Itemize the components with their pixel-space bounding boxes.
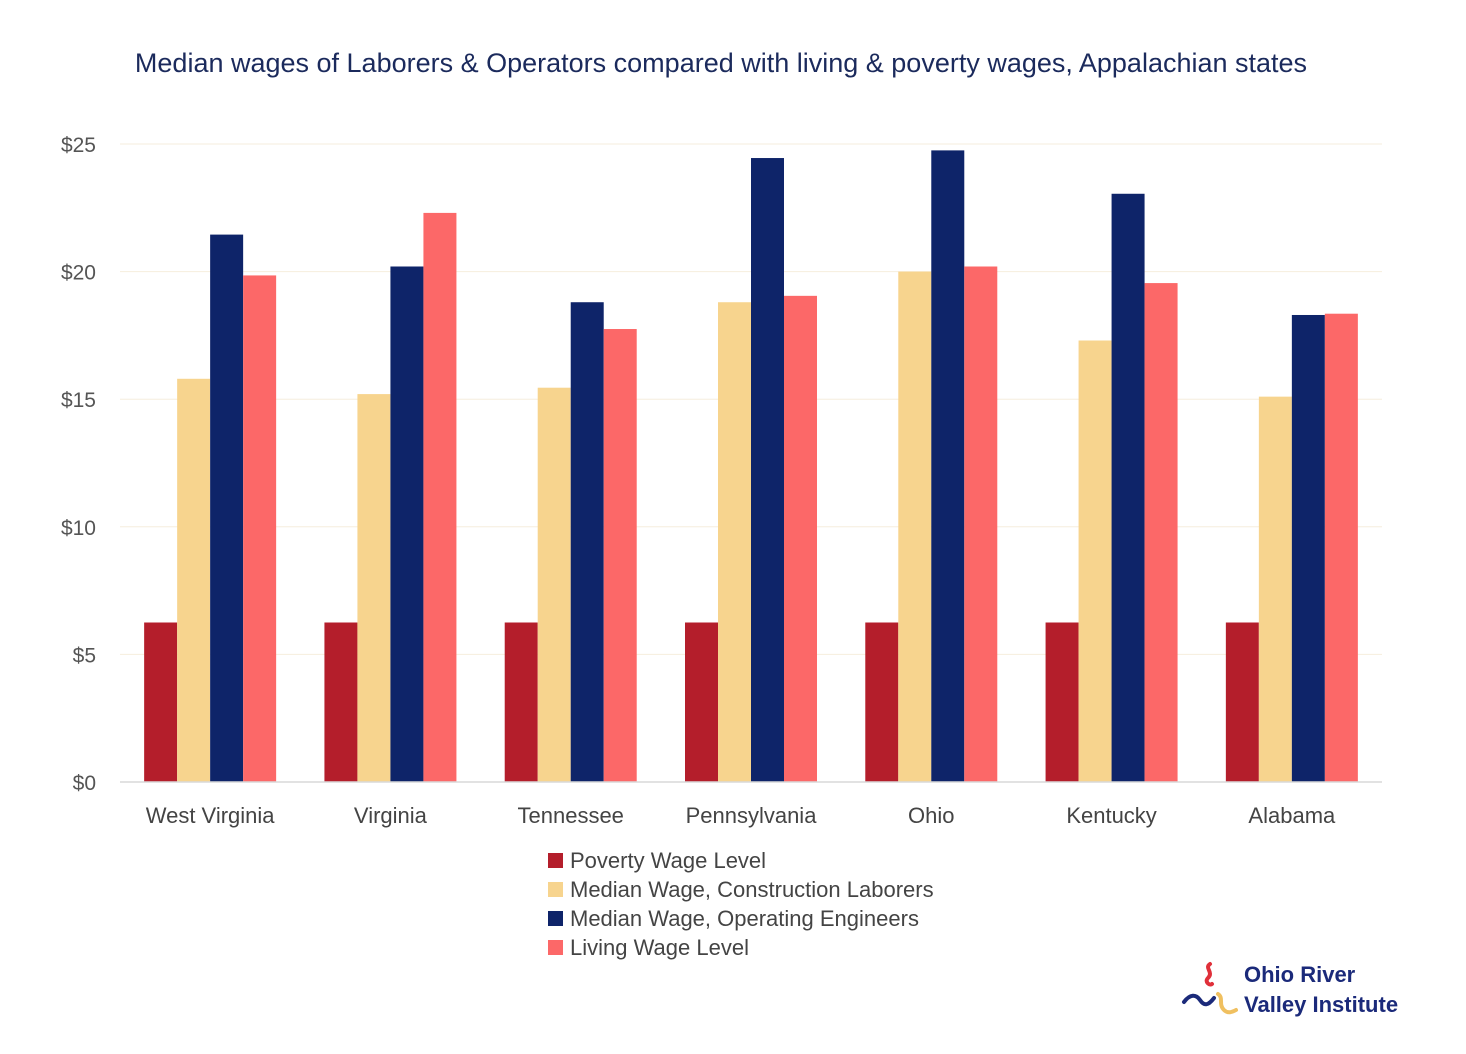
- bar: [1144, 283, 1178, 782]
- bar: [1078, 340, 1112, 782]
- logo-line-2: Valley Institute: [1244, 992, 1399, 1017]
- bar: [210, 234, 244, 782]
- y-axis-ticks: $0 $5 $10 $15 $20 $25: [61, 134, 96, 795]
- y-tick-label: $25: [61, 134, 96, 157]
- x-category-label: Pennsylvania: [686, 803, 818, 828]
- legend-swatch: [548, 911, 563, 926]
- bar: [423, 212, 457, 783]
- bar: [931, 150, 965, 782]
- ohio-river-valley-institute-logo: Ohio River Valley Institute: [1180, 958, 1420, 1028]
- bar: [570, 302, 604, 782]
- bar: [1258, 396, 1292, 782]
- legend-label: Poverty Wage Level: [570, 847, 767, 873]
- bar: [1324, 313, 1358, 782]
- legend-swatch: [548, 853, 563, 868]
- bar: [243, 275, 277, 782]
- legend-label: Median Wage, Construction Laborers: [570, 876, 934, 902]
- bar: [357, 394, 391, 782]
- y-tick-label: $20: [61, 262, 96, 285]
- bar: [504, 622, 538, 782]
- bar: [537, 387, 571, 782]
- x-category-label: Tennessee: [518, 803, 624, 828]
- x-category-label: Virginia: [354, 803, 428, 828]
- legend-item: Median Wage, Operating Engineers: [548, 904, 934, 933]
- y-tick-label: $10: [61, 517, 96, 540]
- river-logo-icon: [1182, 962, 1238, 1015]
- bar: [1225, 622, 1259, 782]
- x-category-label: Kentucky: [1066, 803, 1157, 828]
- x-category-label: Ohio: [908, 803, 954, 828]
- bar: [964, 266, 998, 783]
- y-tick-label: $15: [61, 389, 96, 412]
- y-tick-label: $5: [73, 644, 96, 667]
- bar: [784, 295, 817, 782]
- logo-line-1: Ohio River: [1244, 962, 1356, 987]
- bar: [898, 271, 932, 782]
- chart-title: Median wages of Laborers & Operators com…: [134, 48, 1308, 78]
- x-axis-categories: West Virginia Virginia Tennessee Pennsylvan…: [146, 803, 1336, 828]
- legend-swatch: [548, 940, 563, 955]
- legend-item: Median Wage, Construction Laborers: [548, 875, 934, 904]
- bar: [1291, 314, 1325, 782]
- bar: [144, 622, 178, 782]
- bar: [751, 158, 784, 782]
- bar: [865, 622, 899, 782]
- legend-label: Living Wage Level: [570, 934, 749, 960]
- bar: [685, 622, 718, 782]
- y-tick-label: $0: [73, 772, 96, 795]
- legend-item: Poverty Wage Level: [548, 846, 934, 875]
- bar: [324, 622, 358, 782]
- x-category-label: Alabama: [1248, 803, 1336, 828]
- legend: Poverty Wage Level Median Wage, Construct…: [548, 846, 934, 962]
- bar: [1045, 622, 1079, 782]
- legend-swatch: [548, 882, 563, 897]
- legend-item: Living Wage Level: [548, 933, 934, 962]
- bars: [144, 150, 1358, 783]
- x-category-label: West Virginia: [146, 803, 276, 828]
- bar: [718, 302, 751, 782]
- bar: [177, 378, 211, 782]
- bar: [603, 329, 637, 782]
- bar: [390, 266, 424, 783]
- legend-label: Median Wage, Operating Engineers: [570, 905, 919, 931]
- bar: [1111, 193, 1145, 782]
